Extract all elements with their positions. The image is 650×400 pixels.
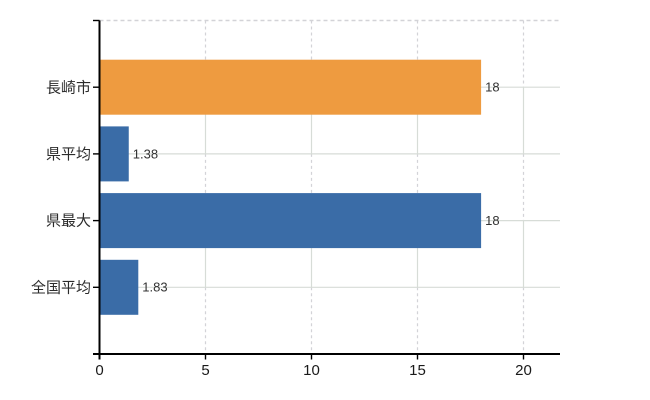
- x-tick-label: 0: [95, 362, 103, 379]
- value-label: 18: [485, 80, 499, 95]
- bar-4: [99, 259, 139, 315]
- x-tick-label: 20: [515, 362, 532, 379]
- bar-2: [99, 126, 129, 182]
- value-label: 1.38: [133, 146, 158, 161]
- category-label: 県平均: [46, 146, 91, 163]
- bar-1: [99, 59, 482, 115]
- category-label: 全国平均: [31, 278, 91, 296]
- category-label: 長崎市: [46, 79, 91, 96]
- bar-3: [99, 193, 482, 249]
- x-tick-label: 5: [201, 362, 209, 379]
- category-label: 県最大: [46, 213, 91, 230]
- value-label: 18: [485, 213, 499, 228]
- value-label: 1.83: [142, 280, 167, 295]
- x-tick-label: 15: [409, 362, 426, 379]
- x-tick-label: 10: [303, 362, 320, 379]
